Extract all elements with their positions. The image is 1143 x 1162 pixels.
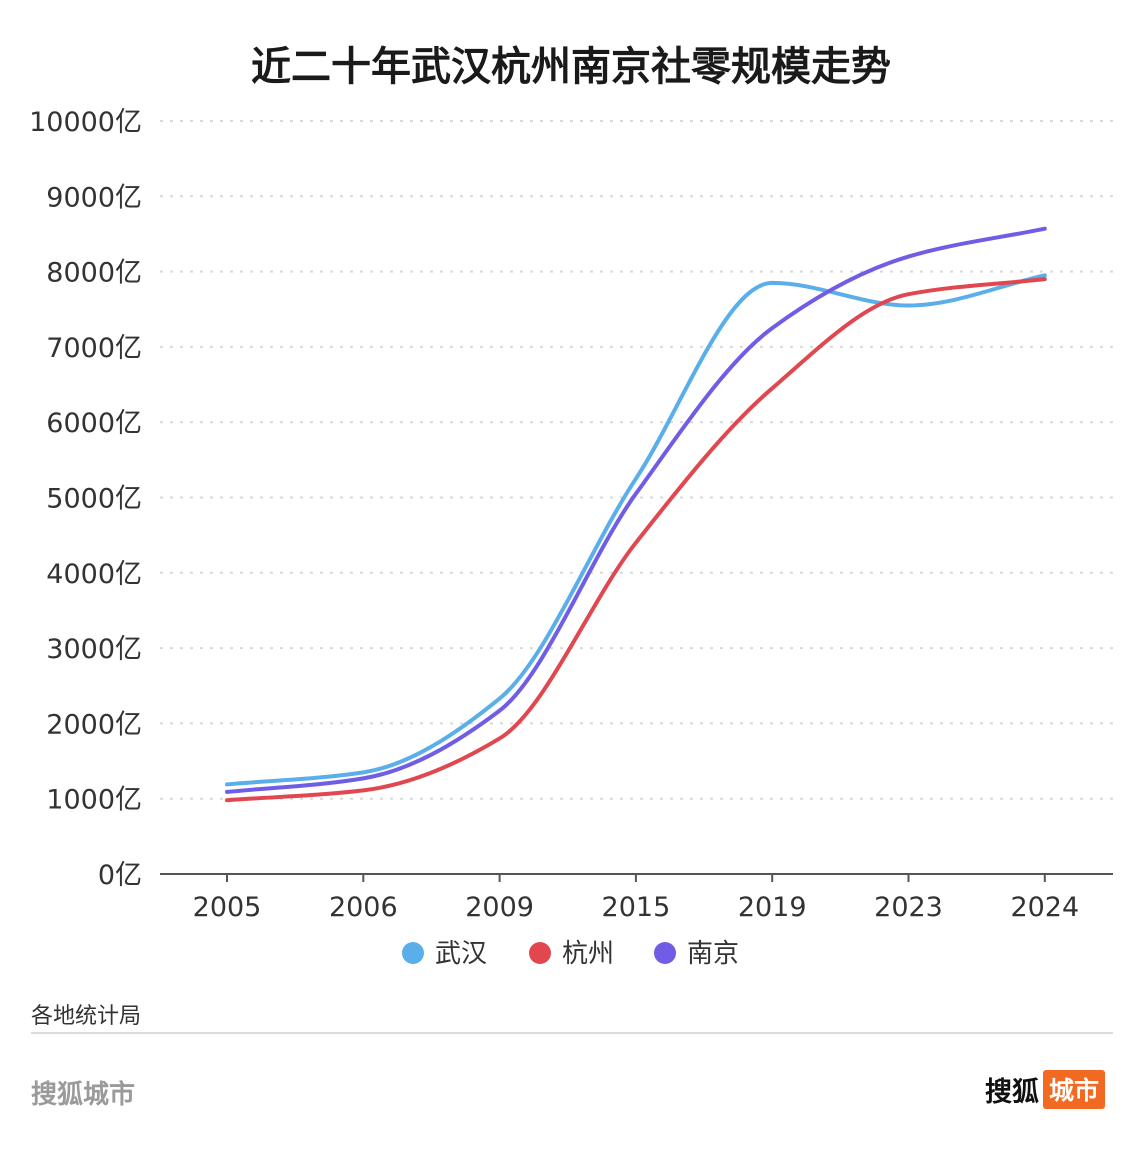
legend-label: 武汉 bbox=[435, 939, 487, 969]
x-tick-label: 2015 bbox=[602, 892, 671, 923]
grid bbox=[160, 120, 1113, 800]
legend: 武汉 杭州 南京 bbox=[402, 939, 739, 969]
x-axis-ticks: 2005 2006 2009 2015 2019 2023 2024 bbox=[193, 874, 1079, 923]
series-line-1 bbox=[225, 277, 1047, 803]
legend-label: 南京 bbox=[687, 939, 739, 969]
logo-main-text: 搜狐 bbox=[984, 1077, 1039, 1108]
series-line-2 bbox=[225, 226, 1047, 794]
footer-brand-text: 搜狐城市 bbox=[31, 1080, 136, 1110]
x-tick-label: 2005 bbox=[193, 892, 262, 923]
legend-marker bbox=[402, 942, 424, 964]
sohu-city-logo: 搜狐 城市 bbox=[985, 1070, 1105, 1109]
source-note: 各地统计局 bbox=[31, 1004, 142, 1029]
x-tick-label: 2024 bbox=[1010, 892, 1079, 923]
y-tick-label: 7000亿 bbox=[46, 333, 142, 364]
y-axis-ticks: 0亿 1000亿 2000亿 3000亿 4000亿 5000亿 6000亿 7000亿 800… bbox=[29, 107, 142, 891]
x-tick-label: 2006 bbox=[329, 892, 398, 923]
x-tick-label: 2019 bbox=[738, 892, 807, 923]
y-tick-label: 6000亿 bbox=[46, 408, 142, 439]
x-tick-label: 2009 bbox=[465, 892, 534, 923]
y-tick-label: 4000亿 bbox=[46, 559, 142, 590]
y-tick-label: 1000亿 bbox=[46, 785, 142, 816]
y-tick-label: 2000亿 bbox=[46, 709, 142, 740]
legend-label: 杭州 bbox=[562, 939, 614, 969]
divider bbox=[31, 1032, 1113, 1034]
y-tick-label: 8000亿 bbox=[46, 258, 142, 289]
y-tick-label: 5000亿 bbox=[46, 484, 142, 515]
y-tick-label: 0亿 bbox=[98, 860, 142, 891]
series-line-0 bbox=[225, 273, 1047, 787]
y-tick-label: 3000亿 bbox=[46, 634, 142, 665]
logo-badge: 城市 bbox=[1042, 1070, 1105, 1109]
chart-title: 近二十年武汉杭州南京社零规模走势 bbox=[251, 44, 891, 90]
y-tick-label: 9000亿 bbox=[46, 182, 142, 213]
legend-marker bbox=[654, 942, 676, 964]
y-tick-label: 10000亿 bbox=[29, 107, 142, 138]
legend-marker bbox=[529, 942, 551, 964]
x-tick-label: 2023 bbox=[874, 892, 943, 923]
series-lines bbox=[225, 226, 1047, 803]
